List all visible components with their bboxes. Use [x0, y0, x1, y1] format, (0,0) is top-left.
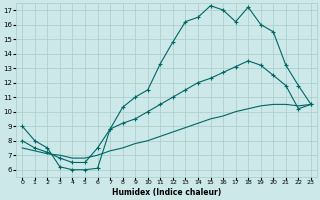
X-axis label: Humidex (Indice chaleur): Humidex (Indice chaleur)	[112, 188, 221, 197]
